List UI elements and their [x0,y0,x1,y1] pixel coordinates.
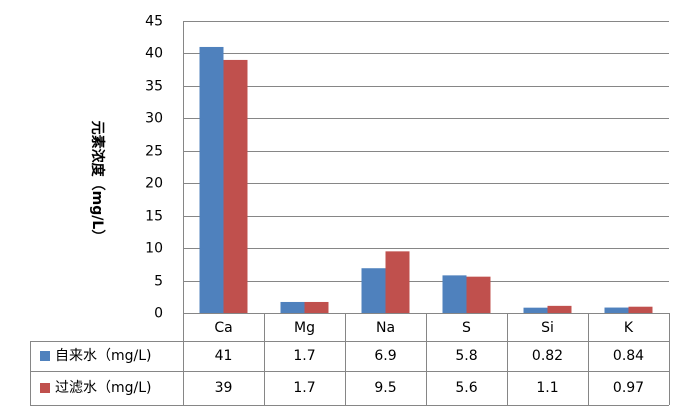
data-label: 1.7 [293,348,315,364]
data-label: 0.82 [532,348,563,364]
data-label: 5.8 [455,348,477,364]
legend-swatch [40,351,50,361]
data-label: 5.6 [455,380,477,396]
category-label: Na [376,320,395,336]
data-label: 6.9 [374,348,396,364]
category-label: S [462,320,471,336]
category-label: Si [541,320,554,336]
data-label: 0.97 [613,380,644,396]
y-tick-label: 30 [145,111,163,127]
category-label: Ca [214,320,232,336]
bar [628,306,653,313]
legend-swatch [40,383,50,393]
y-tick-label: 5 [154,274,163,290]
gridlines [183,21,669,282]
category-label: Mg [294,320,315,336]
bar [304,301,329,313]
category-label: K [624,320,634,336]
legend-entry: 自来水（mg/L) [55,348,152,364]
legend-entry: 过滤水（mg/L) [55,380,152,396]
bar [442,275,467,313]
data-label: 9.5 [374,380,396,396]
y-tick-label: 20 [145,176,163,192]
data-table: Ca Mg Na S Si K 自来水（mg/L) 41 1.7 6.9 5.8 0.82 0.84 过滤… [30,313,670,406]
bar [280,301,305,313]
data-label: 0.84 [613,348,644,364]
data-label: 39 [215,380,233,396]
y-axis-label: 元素浓度（mg/L） [89,121,106,244]
y-tick-label: 45 [145,14,163,30]
bar [466,276,491,313]
y-tick-label: 35 [145,79,163,95]
bars [199,46,653,313]
y-tick-label: 10 [145,241,163,257]
y-tick-label: 40 [145,46,163,62]
y-tick-label: 15 [145,209,163,225]
y-tick-label: 0 [154,306,163,322]
bar [223,59,248,313]
data-label: 41 [215,348,233,364]
y-tick-label: 25 [145,144,163,160]
bar [604,307,629,313]
data-label: 1.1 [536,380,558,396]
y-axis-ticks: 0 5 10 15 20 25 30 35 40 45 [145,14,163,322]
bar [523,307,548,313]
data-label: 1.7 [293,380,315,396]
bar [361,268,386,313]
bar [547,305,572,313]
bar [199,46,224,313]
bar [385,251,410,313]
